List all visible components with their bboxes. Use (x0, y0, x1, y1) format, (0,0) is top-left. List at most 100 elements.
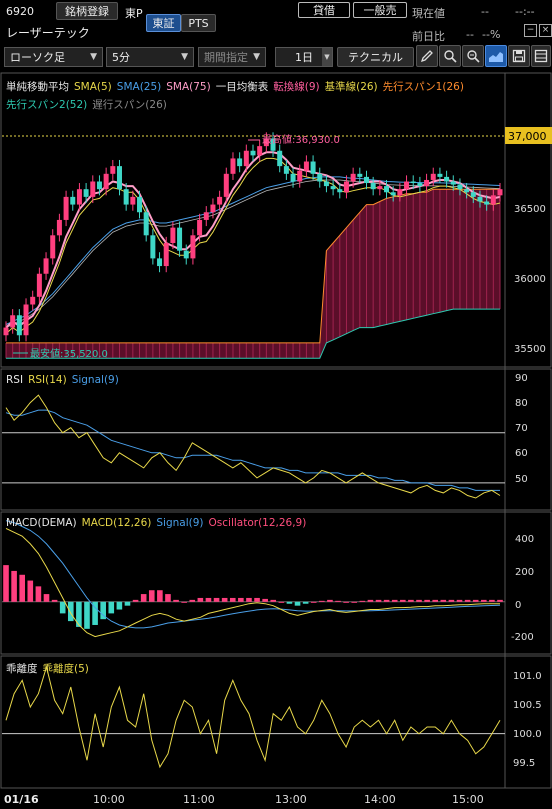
chevron-down-icon: ▼ (90, 52, 97, 62)
candle-body (384, 186, 390, 193)
macd-oscillator-bar (456, 599, 463, 602)
rsi-tick-90: 90 (515, 373, 528, 384)
candle-body (16, 315, 22, 336)
macd-tick-400: 400 (515, 534, 534, 545)
ichimoku-cloud (6, 189, 500, 359)
candle-body (96, 181, 102, 190)
candle-body (63, 196, 69, 220)
save-icon[interactable] (508, 45, 530, 67)
macd-signal-line (5, 520, 501, 629)
candle-body (230, 158, 236, 174)
tab-tse[interactable]: 東証 (146, 14, 181, 32)
candle-body (497, 189, 503, 196)
macd-oscillator-bar (335, 600, 341, 602)
macd-tick-m200: -200 (511, 632, 534, 643)
kijun-line (5, 157, 501, 335)
macd-oscillator-bar (319, 600, 325, 602)
candle-body (23, 304, 29, 336)
candle-body (404, 181, 410, 190)
macd-oscillator-bar (481, 599, 487, 602)
zoom-icon[interactable] (439, 45, 461, 67)
candle-body (410, 181, 416, 184)
candle-body (484, 201, 490, 205)
current-price-value: -- (481, 5, 489, 18)
register-button[interactable]: 銘柄登録 (56, 2, 118, 20)
macd-oscillator-bar (100, 601, 106, 620)
macd-oscillator-bar (278, 601, 285, 603)
candle-body (477, 196, 483, 202)
y-tick-36500: 36500 (514, 204, 546, 215)
macd-oscillator-bar (497, 599, 503, 602)
pencil-icon[interactable] (416, 45, 438, 67)
candle-body (430, 173, 436, 180)
legend-item: SMA(75) (166, 81, 211, 93)
candle-body (116, 166, 122, 190)
candle-body (363, 176, 369, 184)
legend-item: SMA(25) (116, 81, 162, 93)
magnify-icon[interactable] (462, 45, 484, 67)
grid-icon[interactable] (531, 45, 551, 67)
legend-item: 基準線(26) (324, 81, 378, 93)
candle-body (183, 250, 189, 259)
macd-oscillator-bar (35, 586, 42, 602)
macd-oscillator-bar (310, 601, 317, 603)
candle-body (150, 235, 156, 259)
macd-oscillator-bar (51, 599, 58, 602)
candle-body (290, 173, 296, 182)
market-label: 東P (125, 7, 143, 20)
candle-body (3, 327, 9, 336)
x-tick-1000: 10:00 (93, 793, 125, 806)
macd-oscillator-bar (213, 597, 220, 602)
collapse-icon[interactable]: − (524, 24, 537, 37)
candle-body (110, 166, 116, 174)
legend-item: RSI(14) (28, 374, 67, 386)
candle-body (217, 196, 223, 205)
price-tag: 37,000 (508, 130, 547, 143)
macd-oscillator-bar (489, 599, 495, 602)
general-sell-button[interactable]: 一般売 (353, 2, 407, 18)
macd-oscillator-bar (238, 597, 244, 602)
stock-code: 6920 (6, 5, 34, 18)
candle-body (190, 235, 196, 259)
macd-oscillator-bar (124, 601, 131, 606)
period-select[interactable]: 期間指定 ▼ (198, 47, 266, 67)
chart-type-select[interactable]: ローソク足 ▼ (4, 47, 103, 67)
macd-oscillator-bar (181, 601, 187, 603)
candle-body (130, 196, 136, 205)
candle-body (397, 189, 403, 196)
close-icon[interactable]: × (539, 24, 552, 37)
candle-body (297, 170, 303, 182)
tab-pts[interactable]: PTS (181, 14, 216, 32)
candle-body (237, 158, 243, 167)
macd-oscillator-bar (157, 590, 163, 602)
macd-oscillator-bar (229, 597, 236, 602)
macd-oscillator-bar (254, 597, 260, 602)
macd-oscillator-bar (173, 599, 179, 602)
macd-oscillator-bar (132, 599, 139, 602)
candle-body (270, 138, 276, 151)
candle-body (370, 183, 376, 190)
macd-oscillator-bar (440, 599, 447, 602)
candle-body (103, 173, 109, 190)
macd-oscillator-bar (383, 599, 390, 602)
candle-body (123, 189, 129, 205)
period-value: 期間指定 (204, 51, 248, 64)
technical-button[interactable]: テクニカル (337, 47, 414, 67)
area-chart-icon[interactable] (485, 45, 507, 67)
legend-item: Signal(9) (71, 374, 119, 386)
interval-select[interactable]: 5分 ▼ (106, 47, 194, 67)
candle-body (464, 189, 470, 193)
candle-body (257, 146, 263, 156)
macd-oscillator-bar (221, 597, 228, 602)
candle-body (250, 150, 256, 156)
candle-body (90, 181, 96, 197)
chart-area[interactable]: 37,000 36500 36000 35500 最高値:36,930.0 最安… (0, 72, 552, 809)
macd-oscillator-bar (408, 599, 414, 602)
candle-body (157, 258, 163, 267)
macd-oscillator-bar (197, 597, 204, 602)
lend-button[interactable]: 貸借 (298, 2, 350, 18)
chart-type-value: ローソク足 (10, 51, 65, 64)
range-select[interactable]: 1日 ▼ (275, 47, 333, 67)
candle-body (163, 243, 169, 267)
macd-line (5, 527, 500, 638)
